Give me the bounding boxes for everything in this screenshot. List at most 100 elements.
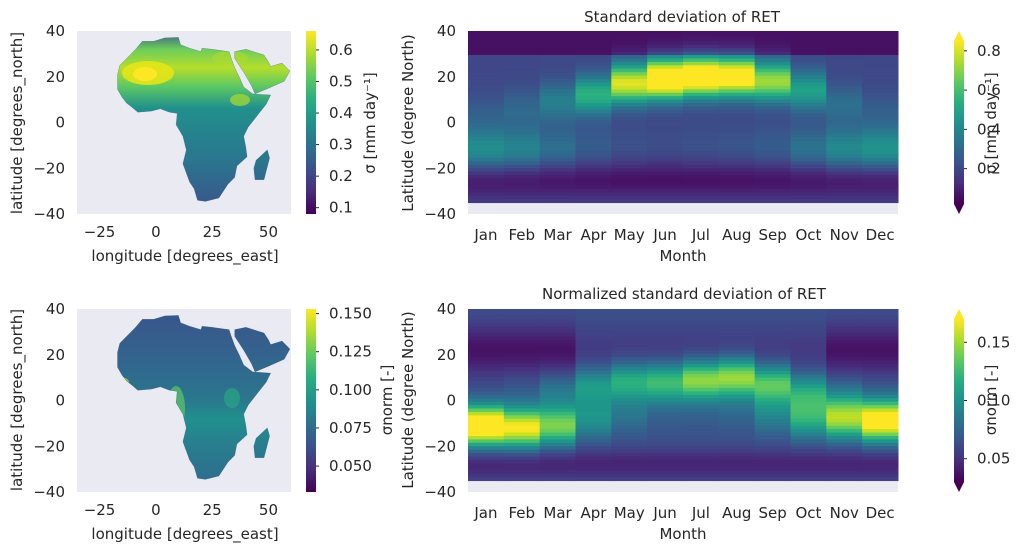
y-tick-label: −20: [424, 437, 456, 455]
heatmap-cell: [862, 353, 899, 358]
heatmap-cell: [718, 336, 756, 341]
heatmap-cell: [754, 329, 791, 334]
heatmap-cell: [718, 309, 756, 313]
heatmap-cell: [862, 463, 899, 468]
y-tick-label: 0: [55, 392, 65, 410]
heatmap-cell: [754, 41, 791, 46]
africa-outline: [117, 315, 291, 480]
heatmap-cell: [575, 44, 612, 49]
heatmap-cell: [611, 161, 648, 166]
heatmap-cell: [790, 377, 827, 382]
heatmap-cell: [647, 96, 684, 101]
heatmap-cell: [611, 357, 648, 361]
heatmap-cell: [754, 113, 791, 118]
heatmap-cell: [575, 439, 612, 444]
heatmap-cell: [575, 377, 612, 382]
heatmap-cell: [862, 442, 899, 447]
heatmap-cell: [611, 398, 648, 403]
heatmap-cell: [503, 123, 541, 128]
heatmap-cell: [754, 31, 791, 35]
heatmap-cell: [826, 75, 863, 80]
heatmap-cell: [647, 127, 684, 132]
x-tick-label: Jul: [691, 504, 710, 522]
heatmap-cell: [611, 123, 648, 128]
heatmap-cell: [790, 343, 827, 348]
heatmap-cell: [790, 429, 827, 434]
heatmap-cell: [718, 157, 756, 162]
heatmap-cell: [468, 154, 505, 159]
heatmap-cell: [790, 401, 827, 406]
heatmap-cell: [503, 429, 541, 434]
heatmap-cell: [754, 65, 791, 70]
x-tick-labels: −25 0 25 50: [84, 223, 278, 241]
heatmap-cell: [575, 181, 612, 186]
heatmap-cell: [862, 178, 899, 183]
heatmap-cell: [718, 422, 756, 427]
heatmap-cell: [790, 473, 827, 478]
heatmap-cell: [503, 456, 541, 461]
x-tick-label: Feb: [508, 226, 535, 244]
heatmap-cell: [754, 96, 791, 101]
heatmap-cell: [468, 103, 505, 107]
heatmap-cell: [718, 99, 756, 104]
heatmap-cell: [468, 463, 505, 468]
heatmap-cell: [611, 456, 648, 461]
heatmap-cell: [647, 435, 684, 440]
heatmap-cell: [683, 89, 720, 94]
heatmap-cell: [683, 336, 720, 341]
heatmap-cell: [611, 37, 648, 42]
heatmap-cell: [826, 113, 863, 118]
heatmap-cell: [826, 339, 863, 344]
heatmap-cell: [790, 425, 827, 430]
heatmap-cell: [503, 381, 541, 385]
heatmap-cell: [503, 363, 541, 368]
heatmap-cell: [862, 137, 899, 142]
heatmap-cell: [647, 422, 684, 427]
heatmap-cell: [647, 370, 684, 375]
heatmap-cell: [611, 363, 648, 368]
y-tick-label: 40: [437, 22, 456, 40]
heatmap-cell: [539, 319, 576, 324]
heatmap-cell: [575, 319, 612, 324]
heatmap-cell: [754, 473, 791, 478]
heatmap-cell: [539, 374, 576, 379]
heatmap-cell: [539, 65, 576, 70]
heatmap-cell: [718, 360, 756, 365]
heatmap-cell: [862, 350, 899, 355]
heatmap-cell: [826, 401, 863, 406]
heatmap-cell: [575, 459, 612, 464]
heatmap-cell: [468, 130, 505, 135]
heatmap-cell: [862, 425, 899, 430]
heatmap-cell: [539, 61, 576, 66]
heatmap-cell: [862, 188, 899, 193]
heatmap-cell: [611, 144, 648, 149]
heatmap-cell: [718, 401, 756, 406]
heatmap-cell: [790, 99, 827, 104]
heatmap-cell: [647, 329, 684, 334]
heatmap-cell: [503, 473, 541, 478]
heatmap-cell: [683, 422, 720, 427]
heatmap-cell: [718, 315, 756, 320]
heatmap-cell: [468, 109, 505, 114]
heatmap-cell: [718, 79, 756, 83]
colorbar-tick-label: 0.8: [977, 42, 1001, 60]
heatmap-cell: [468, 411, 505, 416]
heatmap-cell: [683, 103, 720, 107]
heatmap-cell: [575, 309, 612, 313]
heatmap-cell: [575, 37, 612, 42]
heatmap-cell: [647, 432, 684, 437]
heatmap-cell: [575, 113, 612, 118]
heatmap-cell: [790, 147, 827, 152]
heatmap-cell: [718, 459, 756, 464]
heatmap-cell: [718, 329, 756, 334]
heatmap-cell: [683, 195, 720, 200]
x-tick-label: Nov: [830, 504, 859, 522]
heatmap-cell: [539, 79, 576, 83]
heatmap-cell: [468, 439, 505, 444]
heatmap-cell: [754, 470, 791, 475]
heatmap-cell: [826, 435, 863, 440]
heatmap-cell: [790, 394, 827, 399]
heatmap-cell: [647, 116, 684, 121]
heatmap-cell: [539, 446, 576, 451]
